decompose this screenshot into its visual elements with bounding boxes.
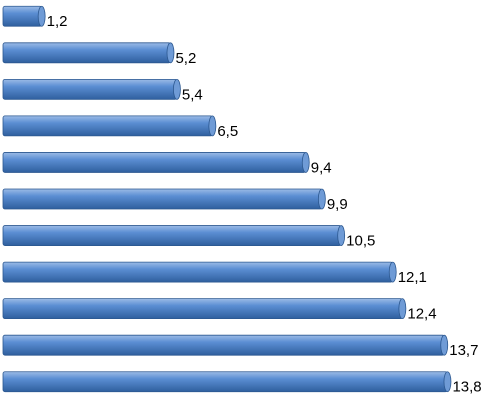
value-label: 12,1 xyxy=(398,269,427,286)
bar-part xyxy=(2,115,213,137)
bar-part xyxy=(388,261,397,283)
bar-part xyxy=(2,78,178,100)
bar xyxy=(2,115,217,137)
value-label: 5,4 xyxy=(182,86,203,103)
value-label: 12,4 xyxy=(407,306,436,323)
bar xyxy=(2,225,346,246)
bar-part xyxy=(317,188,326,210)
bar-part xyxy=(2,261,394,283)
value-label: 10,5 xyxy=(346,233,375,250)
bar xyxy=(2,261,397,283)
bar xyxy=(2,152,310,173)
bar-part xyxy=(37,5,46,27)
bar-part xyxy=(2,225,342,246)
bar-part xyxy=(443,371,452,393)
bar-part xyxy=(2,42,171,64)
value-label: 13,7 xyxy=(449,342,478,359)
value-label: 9,9 xyxy=(327,196,348,213)
bar xyxy=(2,371,452,393)
bar xyxy=(2,298,407,320)
bar-part xyxy=(2,5,43,27)
bar-part xyxy=(173,78,181,100)
bar xyxy=(2,188,326,210)
bar xyxy=(2,42,175,64)
bar-part xyxy=(301,152,310,173)
bar-part xyxy=(337,225,346,246)
bar-part xyxy=(2,188,323,210)
bar-part xyxy=(398,298,407,320)
bar xyxy=(2,334,449,356)
bar-part xyxy=(166,42,175,64)
bar-part xyxy=(2,334,445,356)
value-label: 6,5 xyxy=(217,123,238,140)
bar-part xyxy=(208,115,217,137)
bar-part xyxy=(2,371,448,393)
bar xyxy=(2,78,181,100)
bar-part xyxy=(2,298,403,320)
value-label: 13,8 xyxy=(452,379,481,396)
bar xyxy=(2,5,46,27)
value-label: 5,2 xyxy=(175,50,196,67)
bar-part xyxy=(2,152,307,173)
value-label: 1,2 xyxy=(47,13,68,30)
value-label: 9,4 xyxy=(311,159,332,176)
bar-part xyxy=(440,334,449,356)
